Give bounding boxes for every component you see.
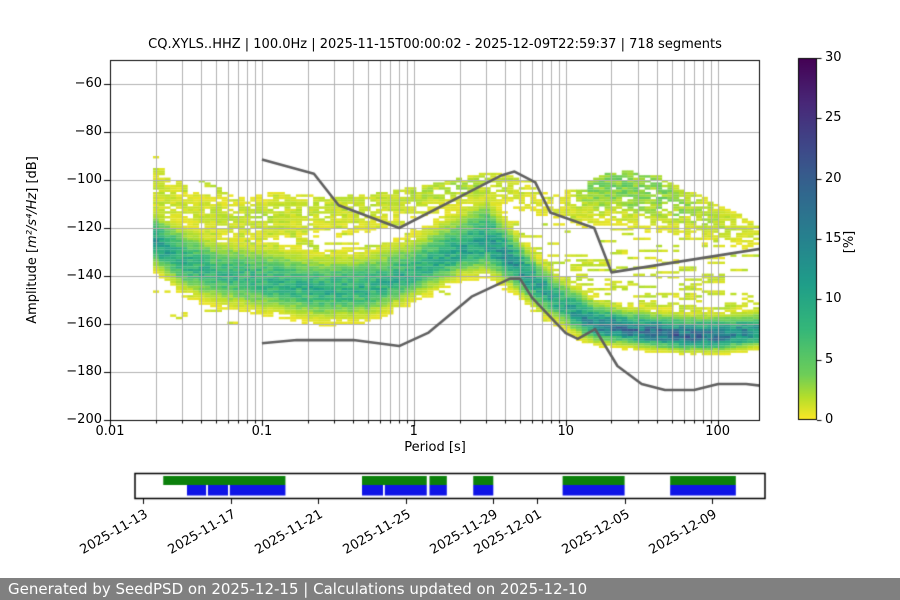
ppsd-plot-canvas (0, 0, 900, 545)
y-tick-label: −60 (74, 76, 102, 91)
x-axis-label: Period [s] (404, 440, 466, 455)
x-tick-label: 1 (409, 424, 418, 439)
figure-title: CQ.XYLS..HHZ | 100.0Hz | 2025-11-15T00:0… (148, 37, 722, 52)
colorbar-tick-label: 10 (825, 291, 842, 307)
footer-text: Generated by SeedPSD on 2025-12-15 | Cal… (8, 580, 588, 598)
y-axis-label: Amplitude [m²/s⁴/Hz] [dB] (25, 95, 41, 385)
x-tick-label: 0.01 (95, 424, 125, 439)
colorbar-tick-label: 15 (825, 231, 842, 246)
colorbar-tick-label: 30 (825, 50, 842, 65)
x-tick-label: 0.1 (251, 424, 273, 439)
y-tick-label: −120 (66, 220, 102, 235)
y-axis-label-units: m²/s⁴/Hz (25, 192, 40, 248)
colorbar-tick-label: 5 (825, 351, 834, 367)
colorbar-tick-label: 20 (825, 170, 842, 186)
colorbar-tick-label: 25 (825, 110, 842, 126)
colorbar-tick-label: 0 (825, 412, 834, 427)
y-tick-label: −160 (66, 316, 102, 331)
x-tick-label: 100 (705, 424, 731, 439)
y-axis-label-suffix: ] [dB] (25, 156, 40, 193)
y-axis-label-prefix: Amplitude [ (25, 247, 40, 324)
y-tick-label: −140 (66, 268, 102, 283)
y-tick-label: −180 (66, 364, 102, 379)
y-tick-label: −100 (66, 172, 102, 187)
y-tick-label: −200 (66, 412, 102, 427)
footer-bar: Generated by SeedPSD on 2025-12-15 | Cal… (0, 578, 900, 600)
y-tick-label: −80 (74, 124, 102, 139)
x-tick-label: 10 (557, 424, 574, 439)
